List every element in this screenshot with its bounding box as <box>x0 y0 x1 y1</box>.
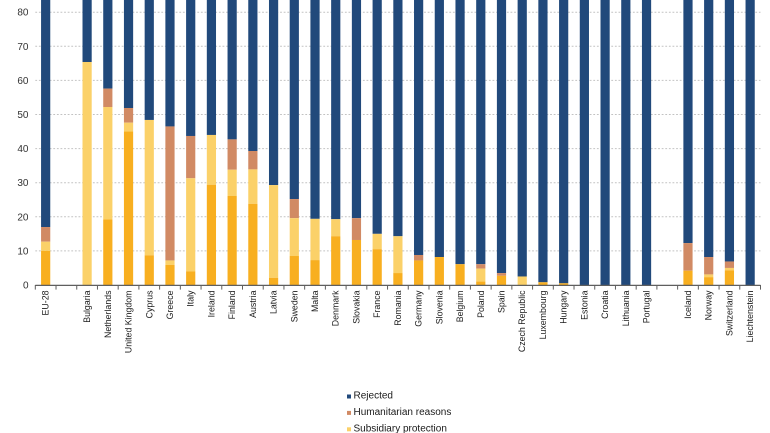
svg-text:Lithuania: Lithuania <box>621 290 631 326</box>
svg-text:Humanitarian reasons: Humanitarian reasons <box>354 407 452 418</box>
svg-text:Switzerland: Switzerland <box>724 290 734 336</box>
svg-text:Greece: Greece <box>165 290 175 319</box>
svg-text:Croatia: Croatia <box>600 290 610 318</box>
svg-text:Cyprus: Cyprus <box>144 290 154 318</box>
svg-text:60: 60 <box>17 76 29 87</box>
svg-text:Latvia: Latvia <box>269 290 279 314</box>
svg-text:United Kingdom: United Kingdom <box>124 291 134 354</box>
svg-text:Bulgaria: Bulgaria <box>82 290 92 322</box>
svg-text:Norway: Norway <box>704 290 714 320</box>
svg-text:40: 40 <box>17 144 29 155</box>
svg-text:Subsidiary protection: Subsidiary protection <box>354 424 447 433</box>
svg-text:Iceland: Iceland <box>683 290 693 318</box>
svg-text:0: 0 <box>23 281 29 292</box>
svg-text:Poland: Poland <box>476 290 486 317</box>
svg-text:Czech Republic: Czech Republic <box>517 290 527 352</box>
svg-text:30: 30 <box>17 178 29 189</box>
svg-text:Luxembourg: Luxembourg <box>538 290 548 339</box>
svg-text:70: 70 <box>17 42 29 53</box>
svg-text:Finland: Finland <box>227 290 237 319</box>
svg-text:Austria: Austria <box>248 290 258 317</box>
svg-text:20: 20 <box>17 212 29 223</box>
svg-text:Liechtenstein: Liechtenstein <box>745 290 755 342</box>
svg-text:Slovakia: Slovakia <box>351 290 361 323</box>
svg-text:Germany: Germany <box>414 290 424 327</box>
svg-text:50: 50 <box>17 110 29 121</box>
svg-text:80: 80 <box>17 8 29 19</box>
svg-text:Italy: Italy <box>186 290 196 307</box>
svg-text:Denmark: Denmark <box>331 290 341 326</box>
svg-text:Sweden: Sweden <box>289 290 299 322</box>
svg-text:Netherlands: Netherlands <box>103 290 113 338</box>
svg-text:France: France <box>372 290 382 317</box>
svg-text:Belgium: Belgium <box>455 291 465 323</box>
svg-text:Hungary: Hungary <box>559 290 569 324</box>
svg-text:Romania: Romania <box>393 290 403 325</box>
svg-text:EU-28: EU-28 <box>41 290 51 315</box>
svg-text:Spain: Spain <box>497 290 507 313</box>
svg-text:Ireland: Ireland <box>206 290 216 317</box>
svg-text:Estonia: Estonia <box>579 290 589 319</box>
svg-text:10: 10 <box>17 246 29 257</box>
svg-text:Malta: Malta <box>310 290 320 312</box>
svg-text:Portugal: Portugal <box>642 290 652 323</box>
svg-text:Rejected: Rejected <box>354 391 393 402</box>
svg-text:Slovenia: Slovenia <box>434 290 444 324</box>
